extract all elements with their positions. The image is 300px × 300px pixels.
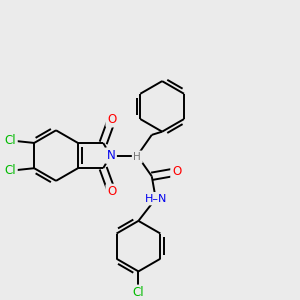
Text: Cl: Cl <box>4 164 16 177</box>
Text: Cl: Cl <box>133 286 144 299</box>
Text: O: O <box>107 185 116 198</box>
Text: Cl: Cl <box>4 134 16 147</box>
Text: O: O <box>172 165 181 178</box>
Text: O: O <box>107 113 116 126</box>
Text: N: N <box>106 149 115 162</box>
Text: H: H <box>134 152 141 162</box>
Text: H–N: H–N <box>145 194 167 204</box>
